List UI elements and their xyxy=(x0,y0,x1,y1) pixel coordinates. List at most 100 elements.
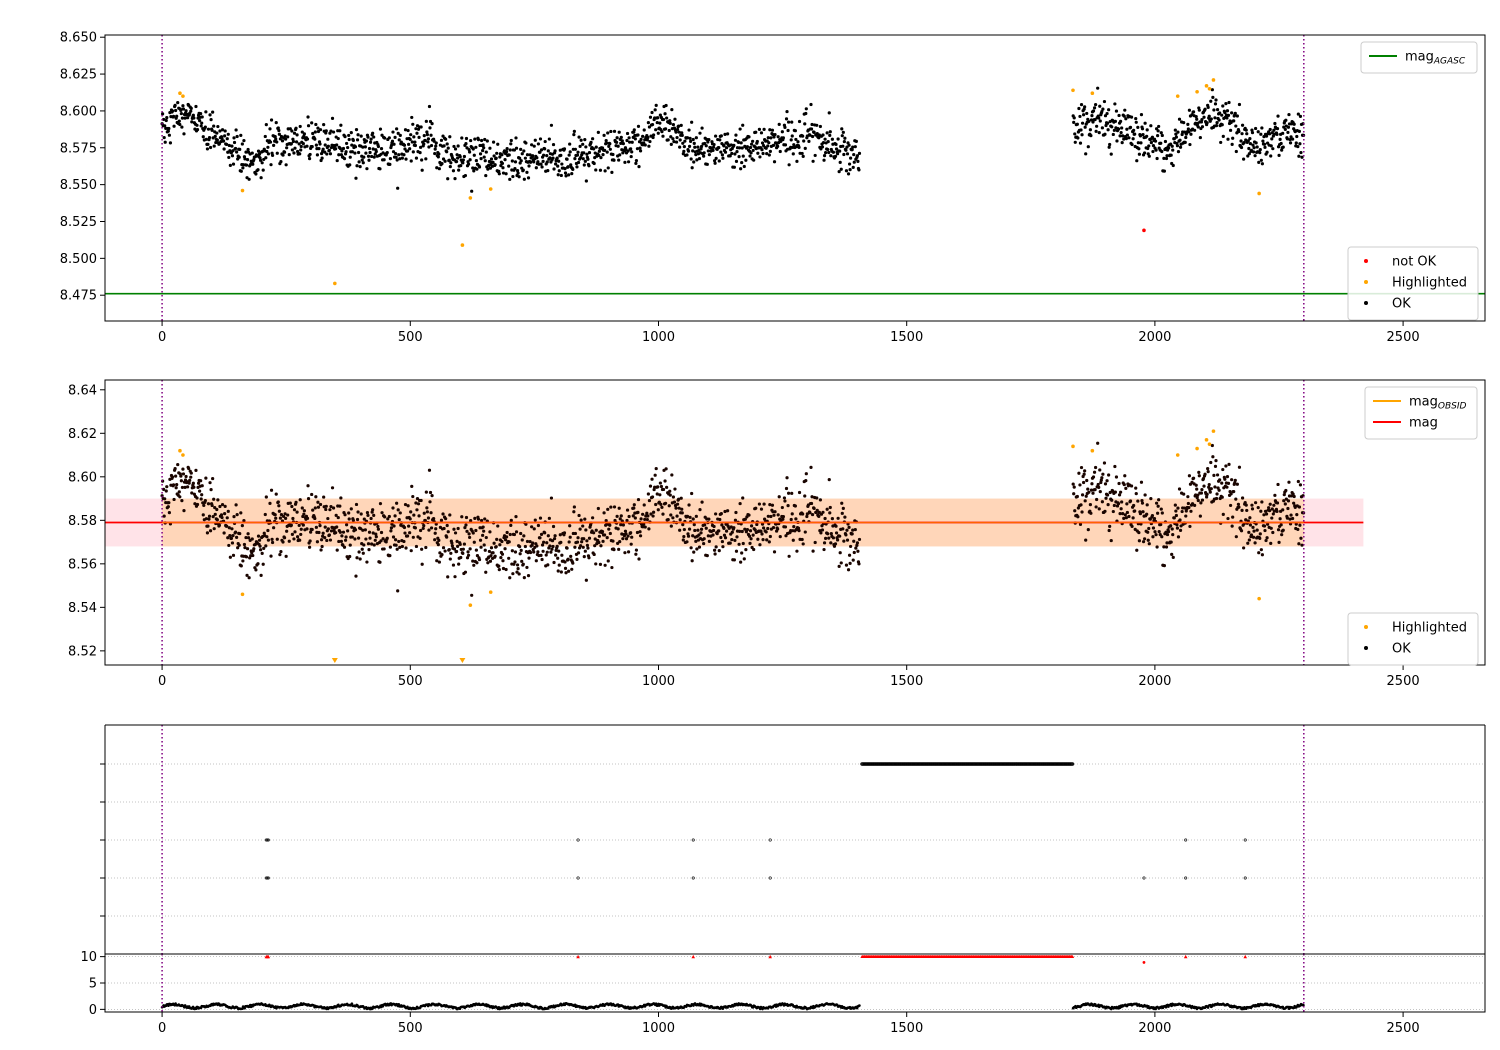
ok-point xyxy=(481,143,485,147)
ok-point xyxy=(1163,139,1168,144)
ok-point xyxy=(661,512,665,516)
ok-point xyxy=(384,540,388,544)
ok-point xyxy=(678,518,682,522)
ok-point xyxy=(720,523,724,527)
ok-point xyxy=(1210,88,1214,92)
ok-point xyxy=(408,531,412,535)
ok-point xyxy=(844,533,848,537)
ok-point xyxy=(558,148,562,152)
ok-point xyxy=(275,151,279,155)
ok-point xyxy=(759,529,763,533)
ok-point xyxy=(536,550,540,554)
ok-point xyxy=(634,161,638,165)
ok-point xyxy=(464,136,469,141)
ok-point xyxy=(364,151,368,155)
ok-point xyxy=(393,538,398,542)
ok-point xyxy=(449,551,453,555)
ok-point xyxy=(426,516,431,520)
ok-point xyxy=(530,525,534,529)
ok-point xyxy=(181,104,185,108)
ok-point xyxy=(669,513,673,517)
x-tick-label: 2000 xyxy=(1138,330,1171,345)
ok-point xyxy=(343,538,348,542)
ok-point xyxy=(1284,118,1288,122)
ok-point xyxy=(741,123,745,127)
ok-point xyxy=(679,496,683,500)
ok-point xyxy=(796,526,801,530)
dr-points xyxy=(160,1002,1305,1011)
ok-point xyxy=(288,501,292,505)
ok-point xyxy=(183,485,187,490)
ok-point xyxy=(1104,123,1108,128)
ok-point xyxy=(220,136,224,141)
ok-point xyxy=(1281,145,1285,149)
ok-point xyxy=(617,158,621,162)
ok-point xyxy=(161,112,165,116)
ok-point xyxy=(1072,492,1076,496)
ok-point xyxy=(407,142,411,146)
ok-point xyxy=(772,513,776,517)
ok-point xyxy=(441,512,445,516)
ok-point xyxy=(804,479,808,483)
ok-point xyxy=(683,139,687,143)
ok-point xyxy=(473,137,477,141)
ok-point xyxy=(1261,139,1265,143)
ok-point xyxy=(334,147,338,151)
ok-point xyxy=(441,157,446,161)
ok-point xyxy=(733,138,738,142)
ok-point xyxy=(1079,465,1084,470)
ok-point xyxy=(1287,112,1291,117)
ok-point xyxy=(392,524,396,528)
ok-point xyxy=(577,513,581,518)
ok-point xyxy=(579,156,583,160)
ok-point xyxy=(671,137,675,141)
ok-point xyxy=(1083,125,1087,129)
ok-point xyxy=(1220,481,1224,485)
ok-point xyxy=(1136,499,1140,503)
ok-point xyxy=(528,153,532,157)
ok-point xyxy=(713,161,717,165)
ok-point xyxy=(687,144,692,148)
ok-point xyxy=(269,163,273,167)
ok-point xyxy=(844,148,848,152)
ok-point xyxy=(1175,144,1180,148)
ok-point xyxy=(386,517,390,521)
ok-point xyxy=(330,486,335,490)
ok-point xyxy=(1258,536,1262,541)
ok-point xyxy=(681,538,685,542)
ok-point xyxy=(302,132,306,136)
ok-point xyxy=(276,126,280,130)
ok-point xyxy=(597,534,601,538)
ok-point xyxy=(626,534,630,538)
ok-point xyxy=(452,527,456,531)
ok-point xyxy=(215,131,219,135)
ok-point xyxy=(1079,128,1083,132)
ok-point xyxy=(315,153,320,157)
ok-point xyxy=(706,534,710,538)
ok-point xyxy=(245,573,249,577)
ok-point xyxy=(648,484,653,488)
ok-point xyxy=(292,131,297,135)
ok-point xyxy=(1271,530,1275,535)
ok-point xyxy=(1134,492,1138,496)
ok-point xyxy=(559,570,563,574)
ok-point xyxy=(275,140,279,144)
ok-point xyxy=(272,526,276,530)
ok-point xyxy=(546,534,550,538)
ok-point xyxy=(1268,132,1272,136)
ok-point xyxy=(650,477,654,481)
legend-box xyxy=(1347,246,1479,321)
ok-point xyxy=(200,493,204,497)
ok-point xyxy=(1122,516,1126,520)
ok-point xyxy=(527,556,531,560)
ok-point xyxy=(493,163,497,167)
y-tick-label: 8.54 xyxy=(68,601,97,616)
ok-point xyxy=(1209,460,1213,465)
ok-point xyxy=(562,147,567,151)
ok-point xyxy=(1253,541,1257,545)
ok-point xyxy=(1151,526,1156,530)
ok-point xyxy=(1226,481,1231,485)
ok-point xyxy=(1084,538,1088,542)
ok-point xyxy=(164,118,168,123)
ok-point xyxy=(623,551,627,555)
